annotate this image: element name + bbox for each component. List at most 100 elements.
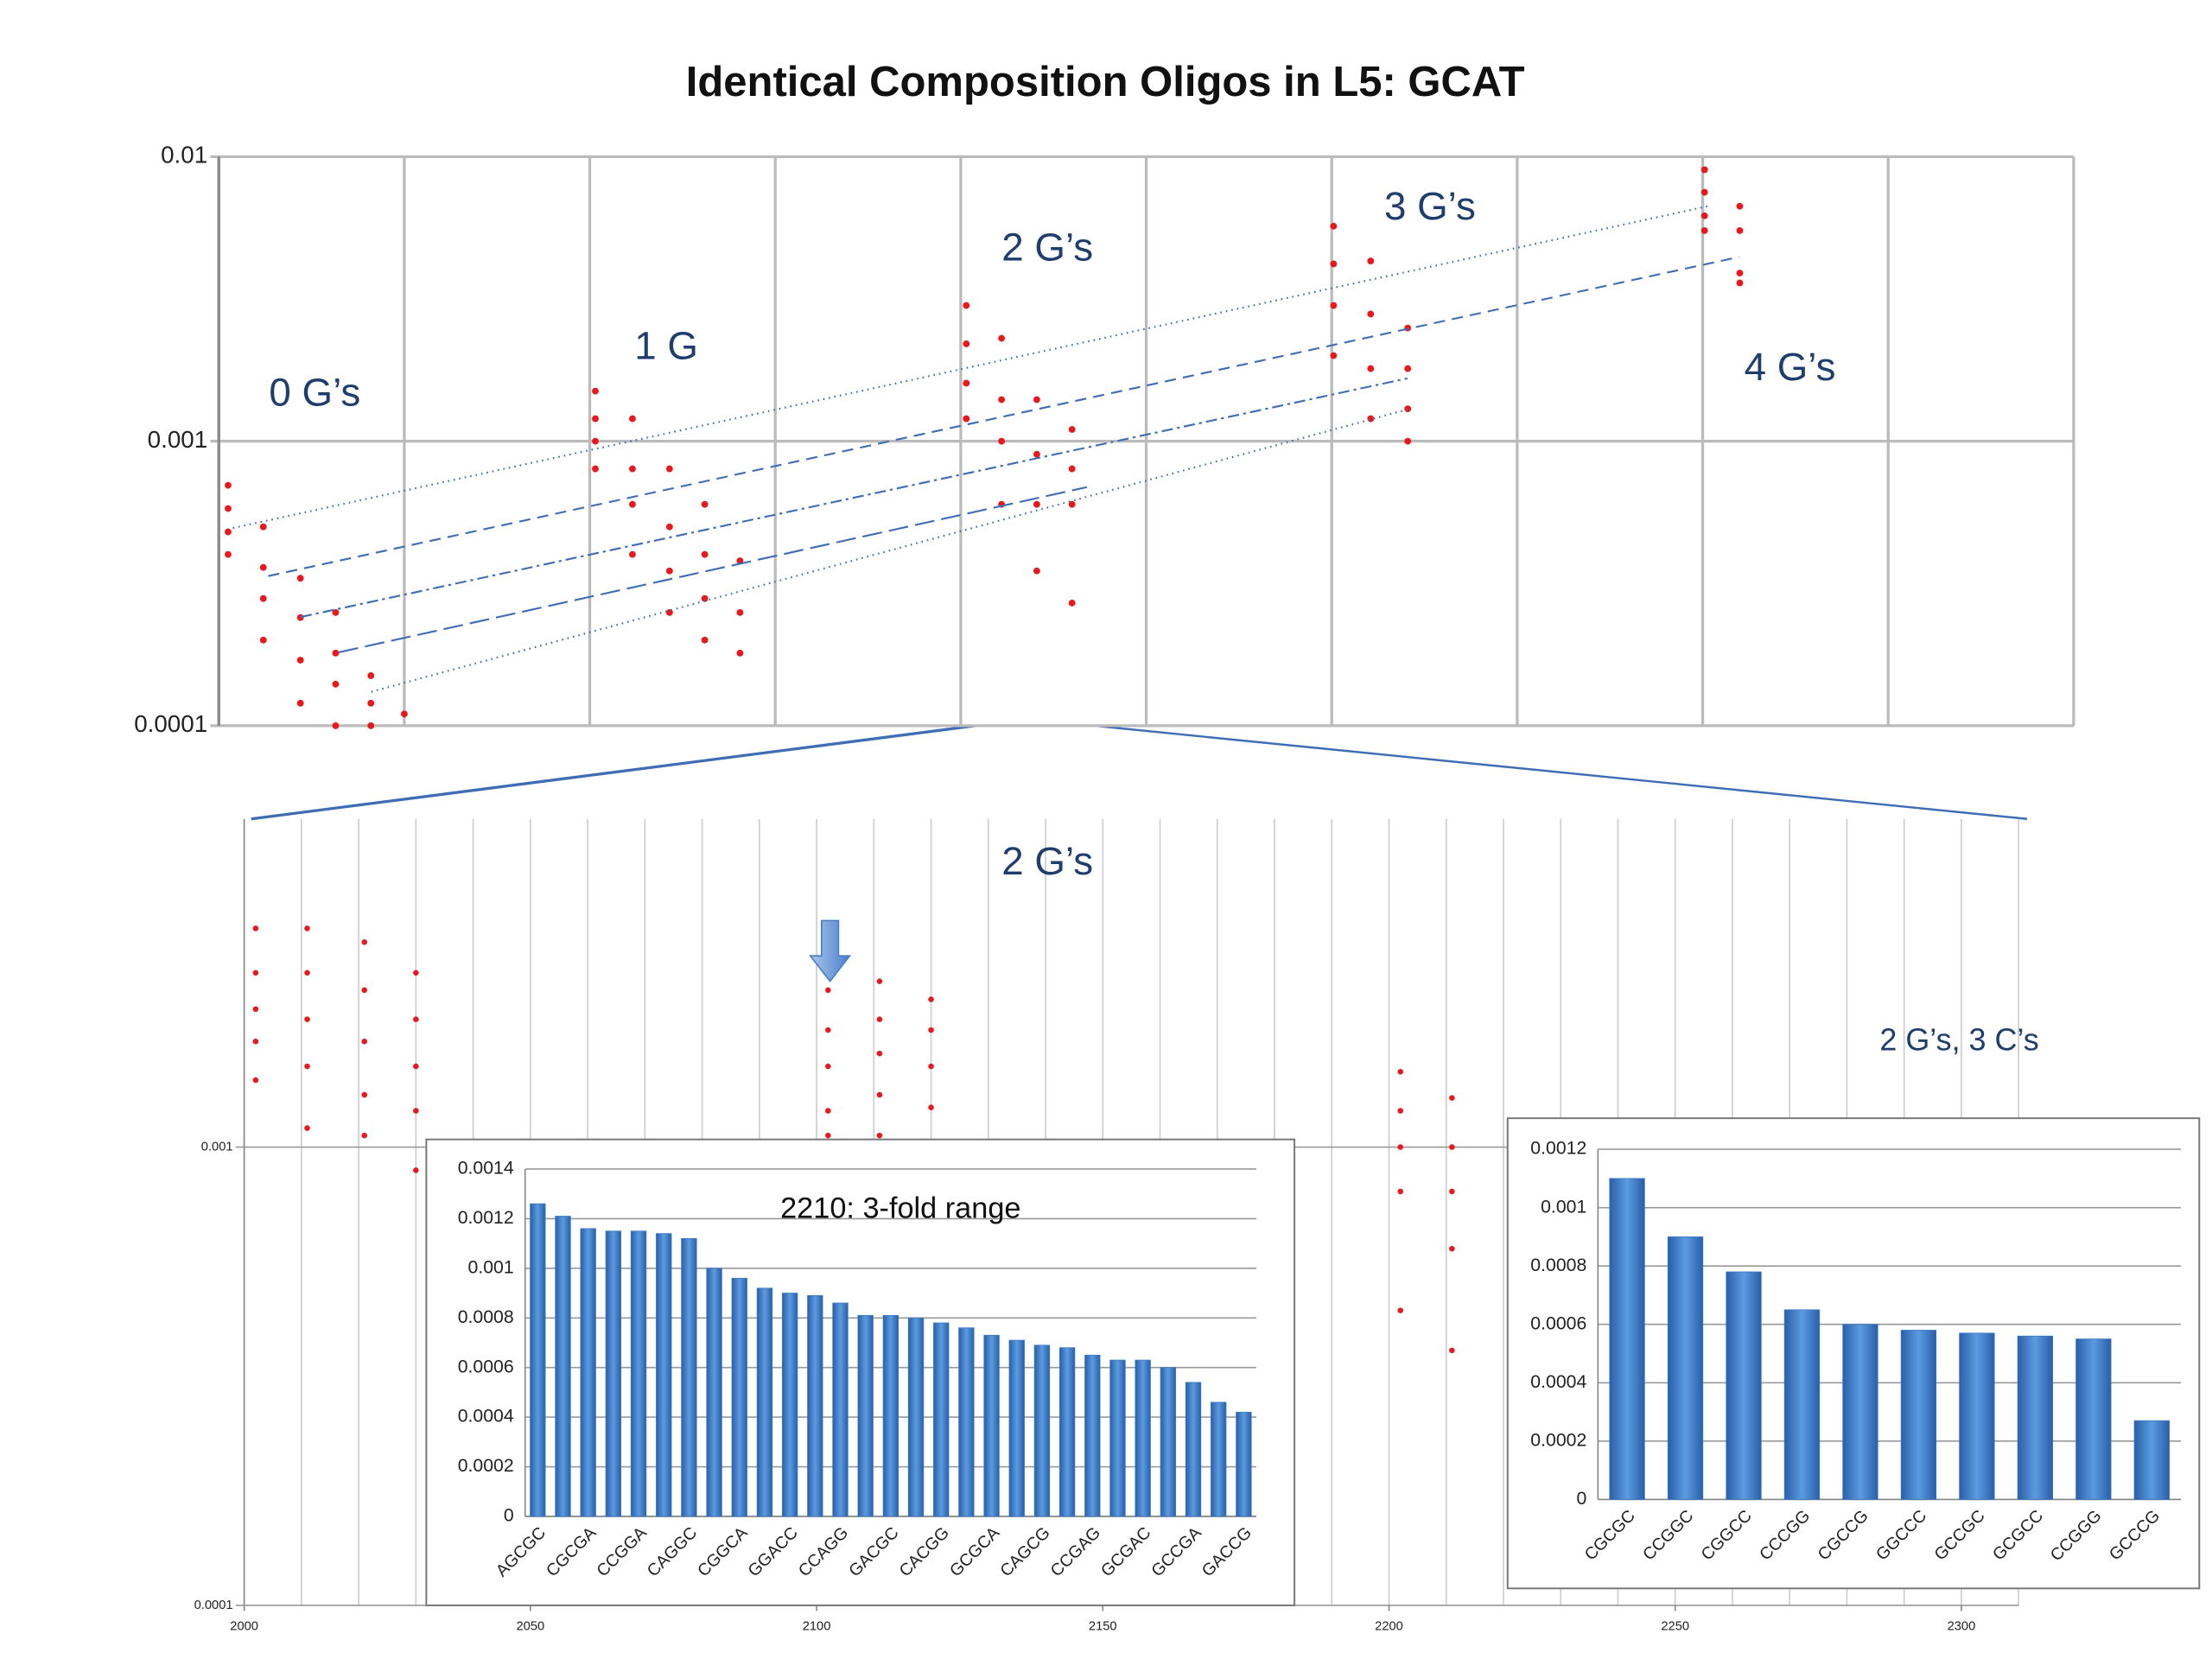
scatter-point: [259, 563, 267, 571]
scatter-point: [367, 671, 375, 679]
scatter-point: [963, 379, 970, 387]
annotation: 0 G’s: [269, 371, 360, 415]
scatter-point: [1700, 226, 1708, 234]
scatter-point: [1367, 415, 1375, 423]
scatter-point: [928, 996, 934, 1002]
bar: [983, 1334, 1000, 1517]
scatter-point: [1367, 310, 1375, 318]
scatter-point: [1449, 1095, 1455, 1101]
bar: [2017, 1335, 2054, 1500]
y-tick-label: 0.001: [148, 426, 207, 453]
scatter-point: [629, 415, 636, 423]
bar: [1008, 1339, 1025, 1517]
y-tick-label: 0.0002: [1530, 1429, 1586, 1450]
scatter-point: [1367, 257, 1375, 264]
scatter-point: [876, 1016, 883, 1022]
bar: [907, 1317, 925, 1517]
scatter-point: [304, 1016, 310, 1022]
scatter-point: [252, 1039, 259, 1045]
scatter-point: [225, 550, 232, 558]
scatter-point: [259, 636, 267, 644]
bar: [555, 1216, 571, 1517]
y-tick-label: 0.01: [161, 142, 207, 168]
scatter-point: [998, 396, 1006, 404]
scatter-point: [296, 699, 304, 707]
bar: [958, 1327, 975, 1517]
scatter-point: [1736, 202, 1744, 210]
scatter-point: [332, 608, 340, 616]
y-tick-label: 0.0008: [1530, 1255, 1586, 1275]
scatter-point: [1330, 260, 1338, 268]
bar: [1135, 1359, 1151, 1517]
scatter-point: [1397, 1069, 1404, 1075]
scatter-point: [332, 680, 340, 688]
y-tick-label: 0.0004: [1530, 1371, 1586, 1392]
scatter-point: [629, 465, 636, 473]
scatter-point: [592, 415, 599, 423]
annotation: 2 G’s, 3 C’s: [1879, 1021, 2038, 1057]
annotation: 1 G: [634, 324, 698, 368]
bar: [1900, 1330, 1937, 1500]
y-tick-label: 0.0001: [134, 710, 207, 737]
trend-line: [371, 408, 1408, 693]
scatter-point: [361, 1091, 368, 1098]
scatter-point: [1397, 1108, 1404, 1114]
scatter-point: [876, 1050, 883, 1057]
y-tick-label: 0.0006: [458, 1356, 514, 1376]
bar: [882, 1314, 899, 1517]
scatter-point: [1404, 365, 1412, 372]
scatter-point: [361, 1039, 368, 1045]
scatter-point: [413, 1108, 419, 1114]
bar: [681, 1237, 697, 1517]
y-tick-label: 0.0006: [1530, 1313, 1586, 1333]
scatter-point: [629, 500, 636, 508]
scatter-point: [413, 1016, 419, 1022]
bar: [1109, 1359, 1126, 1517]
scatter-point: [1449, 1347, 1455, 1354]
annotation: 3 G’s: [1384, 184, 1476, 228]
scatter-point: [701, 550, 709, 558]
bar: [1959, 1332, 1995, 1500]
bar: [807, 1295, 823, 1517]
scatter-point: [367, 699, 375, 707]
scatter-point: [296, 657, 304, 664]
scatter-point: [963, 340, 970, 347]
bar: [731, 1277, 747, 1517]
bar: [2133, 1420, 2170, 1500]
scatter-point: [225, 481, 232, 489]
scatter-point: [413, 1063, 419, 1070]
scatter-point: [1736, 270, 1744, 276]
scatter-point: [1404, 405, 1412, 413]
scatter-point: [1068, 426, 1076, 433]
scatter-point: [1736, 226, 1744, 234]
scatter-point: [1033, 567, 1040, 575]
scatter-point: [252, 1077, 259, 1084]
scatter-point: [304, 1063, 310, 1070]
scatter-point: [296, 575, 304, 582]
bar: [1185, 1382, 1202, 1517]
bar: [530, 1203, 546, 1517]
annotation: 4 G’s: [1745, 345, 1836, 389]
scatter-point: [1330, 302, 1338, 309]
x-tick-label: 2050: [517, 1619, 545, 1633]
x-tick-label: 2200: [1375, 1619, 1403, 1633]
scatter-point: [825, 1063, 831, 1070]
trend-line: [338, 486, 1088, 653]
scatter-point: [825, 1108, 831, 1114]
scatter-point: [296, 613, 304, 621]
scatter-point: [998, 437, 1006, 445]
scatter-point: [400, 710, 408, 718]
scatter-point: [1700, 166, 1708, 174]
scatter-point: [963, 302, 970, 309]
scatter-point: [629, 550, 636, 558]
x-tick-label: 2150: [1089, 1619, 1117, 1633]
y-tick-label: 0.001: [1541, 1196, 1586, 1217]
trend-line: [300, 377, 1408, 619]
bar: [933, 1322, 950, 1517]
scatter-point: [701, 500, 709, 508]
scatter-point: [252, 969, 259, 976]
scatter-point: [928, 1063, 934, 1070]
